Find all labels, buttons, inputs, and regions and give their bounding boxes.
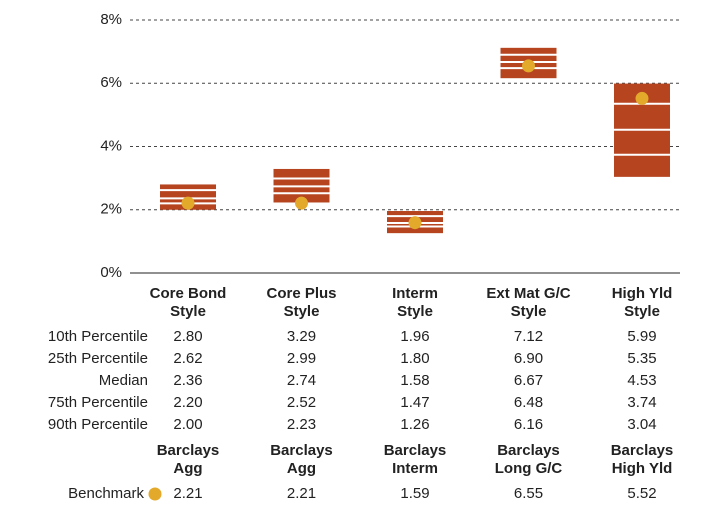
table-value: 6.16 [514,416,543,433]
table-value: 2.52 [287,394,316,411]
row-label: 10th Percentile [48,328,148,345]
benchmark-value: 2.21 [173,485,202,502]
benchmark-name: Barclays [384,442,447,459]
benchmark-name: Long G/C [495,460,563,477]
table-value: 1.58 [400,372,429,389]
table-value: 2.00 [173,416,202,433]
table-value: 6.67 [514,372,543,389]
row-label: 25th Percentile [48,350,148,367]
table-value: 2.99 [287,350,316,367]
y-tick-label: 2% [100,201,122,218]
category-label: Interm [392,285,438,302]
table-value: 2.74 [287,372,316,389]
benchmark-name: Barclays [611,442,674,459]
table-value: 7.12 [514,328,543,345]
benchmark-dot [635,91,649,105]
category-label: Style [511,303,547,320]
row-label: Median [99,372,148,389]
table-value: 6.90 [514,350,543,367]
category-label: Ext Mat G/C [486,285,570,302]
benchmark-value: 5.52 [627,485,656,502]
benchmark-dot [408,216,422,230]
y-tick-label: 6% [100,74,122,91]
table-value: 1.80 [400,350,429,367]
table-value: 6.48 [514,394,543,411]
category-label: Core Bond [150,285,227,302]
table-value: 1.26 [400,416,429,433]
category-label: Style [397,303,433,320]
y-tick-label: 8% [100,11,122,28]
benchmark-legend-dot [148,487,162,501]
benchmark-name: Agg [173,460,202,477]
benchmark-label: Benchmark [68,485,144,502]
benchmark-value: 6.55 [514,485,543,502]
table-value: 4.53 [627,372,656,389]
benchmark-dot [181,196,195,210]
table-value: 3.29 [287,328,316,345]
benchmark-name: Interm [392,460,438,477]
category-label: Style [624,303,660,320]
table-value: 1.96 [400,328,429,345]
benchmark-name: Barclays [270,442,333,459]
y-tick-label: 0% [100,264,122,281]
table-value: 2.36 [173,372,202,389]
benchmark-dot [295,196,308,210]
row-label: 75th Percentile [48,394,148,411]
table-value: 2.80 [173,328,202,345]
category-label: Style [170,303,206,320]
table-value: 2.62 [173,350,202,367]
benchmark-value: 1.59 [400,485,429,502]
table-value: 1.47 [400,394,429,411]
benchmark-name: High Yld [612,460,673,477]
table-value: 5.35 [627,350,656,367]
table-value: 2.23 [287,416,316,433]
table-value: 5.99 [627,328,656,345]
row-label: 90th Percentile [48,416,148,433]
table-value: 2.20 [173,394,202,411]
benchmark-dot [522,59,535,73]
category-label: Core Plus [266,285,336,302]
benchmark-name: Barclays [157,442,220,459]
category-label: High Yld [612,285,673,302]
benchmark-name: Barclays [497,442,560,459]
y-tick-label: 4% [100,137,122,154]
table-value: 3.74 [627,394,656,411]
benchmark-value: 2.21 [287,485,316,502]
category-label: Style [284,303,320,320]
benchmark-name: Agg [287,460,316,477]
table-value: 3.04 [627,416,656,433]
